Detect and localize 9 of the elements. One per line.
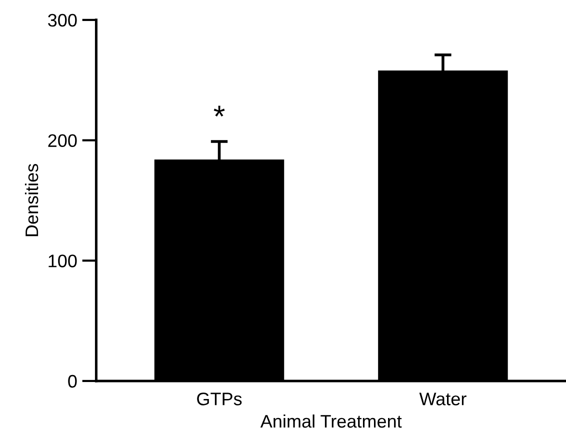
y-tick-label: 0 — [68, 374, 77, 388]
x-axis-title: Animal Treatment — [260, 414, 402, 428]
y-axis-title: Densities — [24, 164, 38, 236]
x-tick-label: Water — [419, 392, 466, 406]
y-tick-label: 200 — [48, 134, 77, 148]
x-tick-label: GTPs — [197, 392, 242, 406]
annotation: * — [214, 106, 225, 117]
y-tick-label: 300 — [48, 14, 77, 27]
y-tick-label: 100 — [48, 254, 77, 268]
